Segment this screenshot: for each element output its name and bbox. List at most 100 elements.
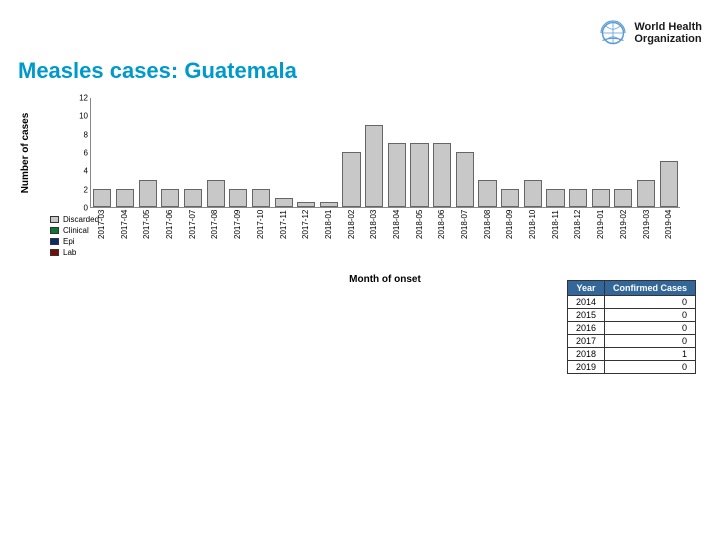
bar-slot: [182, 98, 205, 207]
y-tick: 10: [62, 112, 88, 121]
bars-group: [91, 98, 680, 207]
bar-slot: [635, 98, 658, 207]
bar-slot: [340, 98, 363, 207]
page: World Health Organization Measles cases:…: [0, 0, 720, 540]
legend-swatch: [50, 238, 59, 245]
table-cell: 2016: [567, 322, 604, 335]
table-cell: 2018: [567, 348, 604, 361]
legend-label: Epi: [63, 237, 75, 246]
x-tick: 2018-07: [453, 210, 476, 270]
header: World Health Organization: [18, 12, 702, 54]
legend-label: Clinical: [63, 226, 89, 235]
page-title: Measles cases: Guatemala: [18, 58, 702, 84]
legend-swatch: [50, 227, 59, 234]
x-tick: 2017-08: [203, 210, 226, 270]
who-line1: World Health: [634, 21, 702, 33]
y-tick: 12: [62, 94, 88, 103]
bar-slot: [91, 98, 114, 207]
x-tick: 2018-12: [566, 210, 589, 270]
bar-segment: [660, 161, 678, 207]
bar-slot: [272, 98, 295, 207]
bar-slot: [295, 98, 318, 207]
bar-segment: [252, 189, 270, 207]
bar-slot: [227, 98, 250, 207]
bar-segment: [93, 189, 111, 207]
plot-area: [90, 98, 680, 208]
table-row: 20190: [567, 361, 695, 374]
y-axis-label: Number of cases: [20, 72, 31, 153]
bar-slot: [567, 98, 590, 207]
bar-slot: [657, 98, 680, 207]
bar-segment: [569, 189, 587, 207]
x-tick: 2017-10: [249, 210, 272, 270]
who-logo: World Health Organization: [598, 18, 702, 48]
bar-slot: [204, 98, 227, 207]
x-tick: 2018-02: [340, 210, 363, 270]
legend-label: Lab: [63, 248, 76, 257]
bar-segment: [139, 180, 157, 208]
bar-slot: [136, 98, 159, 207]
bar-chart: Number of cases 024681012 2017-032017-04…: [18, 98, 698, 298]
y-tick: 4: [62, 167, 88, 176]
bar-slot: [476, 98, 499, 207]
bar-slot: [114, 98, 137, 207]
bar-segment: [342, 152, 360, 207]
bar-segment: [592, 189, 610, 207]
bar-segment: [207, 180, 225, 208]
x-tick: 2019-01: [589, 210, 612, 270]
legend: Discarded Clinical Epi Lab: [50, 214, 99, 258]
bar-segment: [524, 180, 542, 208]
legend-item: Discarded: [50, 214, 99, 225]
x-tick: 2017-11: [272, 210, 295, 270]
table-cell: 2019: [567, 361, 604, 374]
bar-slot: [521, 98, 544, 207]
y-ticks: 024681012: [62, 98, 88, 208]
bar-segment: [116, 189, 134, 207]
bar-segment: [388, 143, 406, 207]
table-header: Year: [567, 281, 604, 296]
x-tick: 2017-07: [181, 210, 204, 270]
x-tick: 2019-03: [635, 210, 658, 270]
table-cell: 0: [604, 309, 695, 322]
bar-slot: [499, 98, 522, 207]
x-tick: 2018-10: [521, 210, 544, 270]
bar-segment: [161, 189, 179, 207]
bar-slot: [250, 98, 273, 207]
y-tick: 8: [62, 130, 88, 139]
x-tick: 2018-09: [498, 210, 521, 270]
bar-segment: [614, 189, 632, 207]
legend-item: Clinical: [50, 225, 99, 236]
who-line2: Organization: [634, 33, 702, 45]
table-row: 20160: [567, 322, 695, 335]
bar-segment: [229, 189, 247, 207]
bar-segment: [297, 202, 315, 207]
y-tick: 2: [62, 185, 88, 194]
y-tick: 6: [62, 149, 88, 158]
bar-segment: [365, 125, 383, 208]
table-row: 20150: [567, 309, 695, 322]
x-tick: 2018-06: [430, 210, 453, 270]
table-cell: 0: [604, 361, 695, 374]
bar-slot: [318, 98, 341, 207]
table-header: Confirmed Cases: [604, 281, 695, 296]
bar-segment: [320, 202, 338, 207]
legend-swatch: [50, 216, 59, 223]
bar-slot: [544, 98, 567, 207]
bar-segment: [275, 198, 293, 207]
x-tick: 2017-05: [135, 210, 158, 270]
legend-item: Lab: [50, 247, 99, 258]
legend-item: Epi: [50, 236, 99, 247]
x-tick: 2018-05: [408, 210, 431, 270]
table-row: 20181: [567, 348, 695, 361]
bar-slot: [612, 98, 635, 207]
bar-segment: [546, 189, 564, 207]
bar-segment: [637, 180, 655, 208]
bar-slot: [454, 98, 477, 207]
table-cell: 1: [604, 348, 695, 361]
bar-segment: [501, 189, 519, 207]
x-tick: 2017-09: [226, 210, 249, 270]
who-text: World Health Organization: [634, 21, 702, 45]
bar-segment: [184, 189, 202, 207]
bar-segment: [456, 152, 474, 207]
legend-label: Discarded: [63, 215, 99, 224]
